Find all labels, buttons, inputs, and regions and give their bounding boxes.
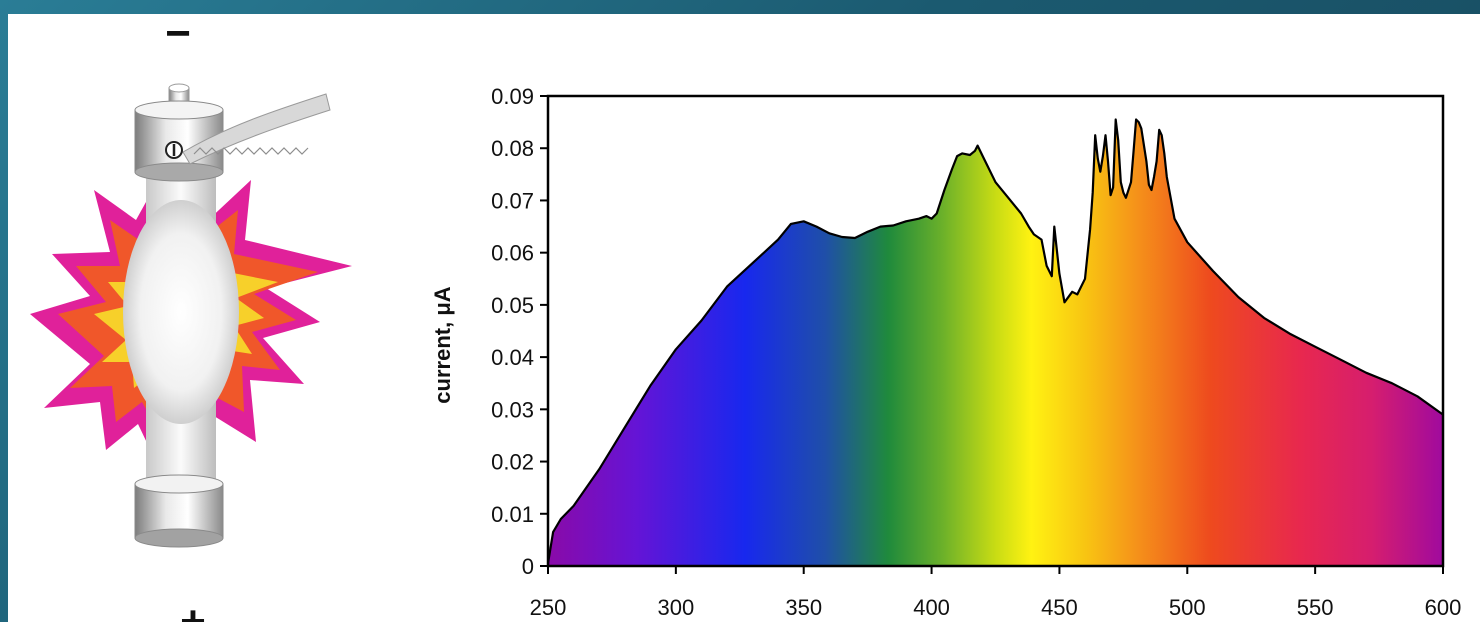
x-tick-label: 550 [1297,595,1334,620]
y-tick-label: 0 [522,554,534,579]
positive-terminal-label: + [180,597,206,622]
y-tick-label: 0.09 [491,84,534,109]
bottom-cap-rim [134,474,224,494]
x-tick-label: 450 [1041,595,1078,620]
x-tick-label: 350 [785,595,822,620]
x-tick-label: 600 [1425,595,1462,620]
y-tick-label: 0.02 [491,450,534,475]
negative-terminal-label: − [165,14,191,58]
lead-cable-texture [193,147,309,155]
y-axis-title: current, μA [430,286,455,403]
y-tick-label: 0.04 [491,345,534,370]
y-tick-label: 0.06 [491,241,534,266]
y-tick-label: 0.07 [491,188,534,213]
y-tick-label: 0.03 [491,397,534,422]
x-tick-label: 400 [913,595,950,620]
x-axis: 250 300 350 400 450 500 550 600 [530,566,1462,620]
plot-frame [546,94,1445,568]
top-cap-rim [134,100,224,120]
top-cap-bottom [134,162,224,182]
y-tick-label: 0.08 [491,136,534,161]
spectrum-area [548,119,1443,566]
photoelectric-lamp-illustration: − + [30,14,352,622]
spectral-response-chart: 0 0.01 0.02 0.03 0.04 0.05 0.06 0.07 0.08 0.09 25… [430,84,1462,620]
x-tick-label: 300 [657,595,694,620]
top-cap-pin-top [168,83,190,93]
x-tick-label: 500 [1169,595,1206,620]
x-tick-label: 250 [530,595,567,620]
y-tick-label: 0.01 [491,502,534,527]
lamp-envelope [123,200,239,424]
figure-panel: − + [8,14,1480,622]
bottom-cap-bottom [134,528,224,548]
series-line [546,118,1444,564]
y-tick-label: 0.05 [491,293,534,318]
y-axis: 0 0.01 0.02 0.03 0.04 0.05 0.06 0.07 0.08 0.09 [491,84,548,579]
